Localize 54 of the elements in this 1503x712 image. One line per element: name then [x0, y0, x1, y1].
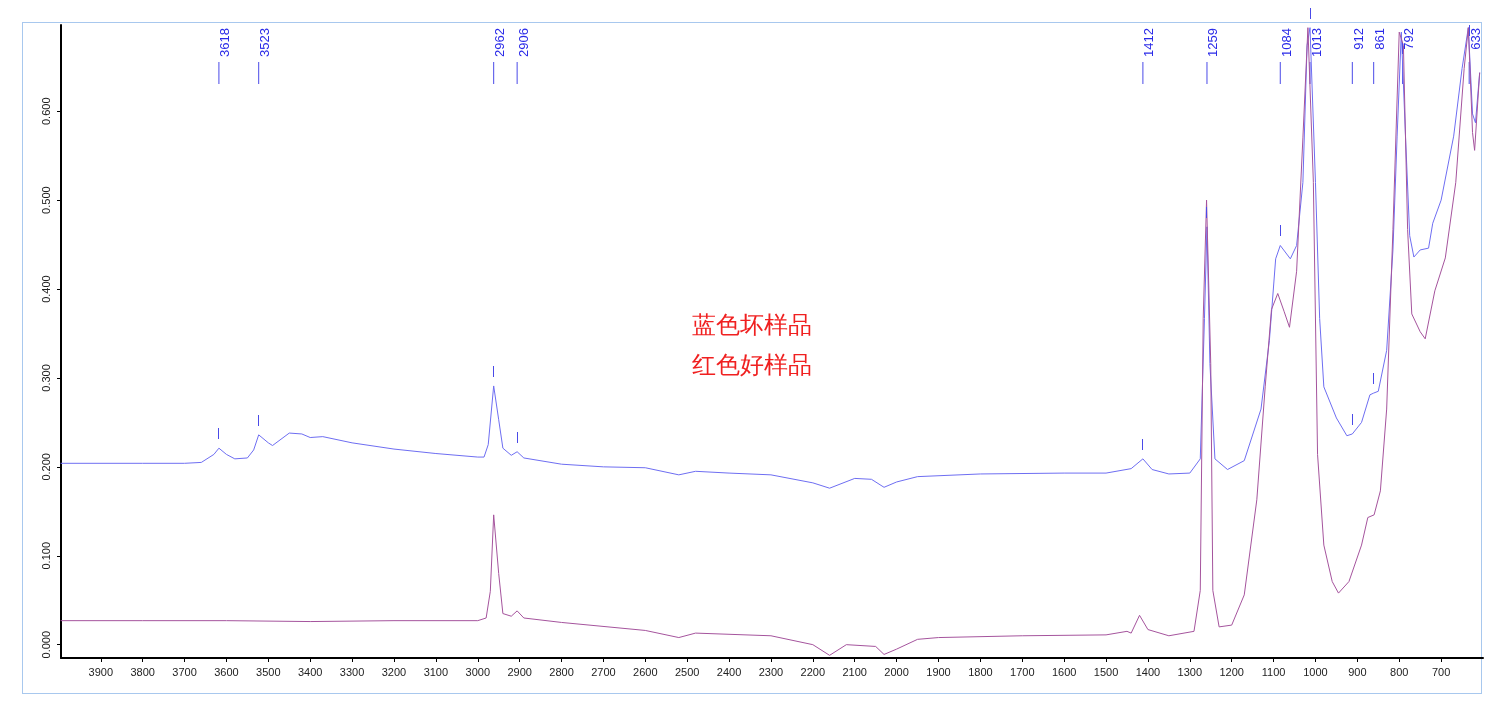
- annotation: 912: [1350, 28, 1366, 50]
- annotation: 861: [1372, 28, 1388, 50]
- x-tick-label: 1200: [1219, 665, 1244, 678]
- x-tick-label: 2500: [674, 665, 700, 678]
- x-tick-label: 2700: [591, 665, 616, 678]
- x-tick-label: 1000: [1303, 665, 1328, 678]
- x-tick-label: 3500: [256, 665, 281, 678]
- x-tick-label: 1500: [1093, 665, 1119, 678]
- y-tick-label: 0.500: [39, 186, 52, 214]
- annotation: 红色好样品: [691, 351, 812, 379]
- annotation: 蓝色坏样品: [691, 311, 812, 339]
- x-tick-label: 2000: [884, 665, 909, 678]
- annotation: 792: [1401, 28, 1417, 50]
- x-tick-label: 1300: [1177, 665, 1203, 678]
- y-tick-label: 0.400: [39, 275, 52, 303]
- x-tick-label: 1400: [1135, 665, 1161, 678]
- x-tick-label: 3100: [423, 665, 449, 678]
- y-tick-label: 0.000: [39, 630, 52, 659]
- x-tick-label: 3700: [172, 665, 197, 678]
- x-tick-label: 2300: [758, 665, 784, 678]
- y-tick-label: 0.200: [39, 453, 52, 481]
- x-tick-label: 3600: [214, 665, 239, 678]
- y-tick-label: 0.100: [39, 541, 52, 570]
- x-tick-label: 3400: [297, 665, 323, 678]
- x-tick-label: 3000: [465, 665, 490, 678]
- x-tick-label: 700: [1431, 665, 1451, 678]
- x-tick-label: 1100: [1261, 665, 1286, 678]
- annotation: 3618: [217, 28, 233, 57]
- y-tick-label: 0.600: [39, 97, 52, 125]
- x-tick-label: 1900: [926, 665, 951, 678]
- x-tick-label: 3200: [381, 665, 407, 678]
- x-tick-label: 2100: [842, 665, 867, 678]
- annotation: 633: [1467, 28, 1483, 50]
- annotation: 1013: [1308, 28, 1324, 57]
- x-tick-label: 2800: [549, 665, 574, 678]
- x-tick-label: 2200: [800, 665, 826, 678]
- x-tick-label: 2600: [633, 665, 658, 678]
- x-tick-label: 900: [1348, 665, 1367, 678]
- x-tick-label: 3300: [339, 665, 365, 678]
- x-tick-label: 3900: [88, 665, 114, 678]
- x-tick-label: 2400: [716, 665, 742, 678]
- annotation: 2906: [515, 28, 531, 57]
- y-tick-label: 0.300: [39, 364, 52, 392]
- x-tick-label: 1800: [968, 665, 993, 678]
- x-tick-label: 800: [1390, 665, 1409, 678]
- annotation: 1259: [1205, 28, 1221, 57]
- annotation: 2962: [492, 28, 508, 57]
- x-tick-label: 1700: [1010, 665, 1035, 678]
- x-tick-label: 1600: [1051, 665, 1077, 678]
- annotation: 1084: [1278, 28, 1294, 57]
- x-tick-label: 2900: [507, 665, 532, 678]
- annotation: 1412: [1141, 28, 1157, 57]
- x-tick-label: 3800: [130, 665, 155, 678]
- annotation: 3523: [257, 28, 273, 57]
